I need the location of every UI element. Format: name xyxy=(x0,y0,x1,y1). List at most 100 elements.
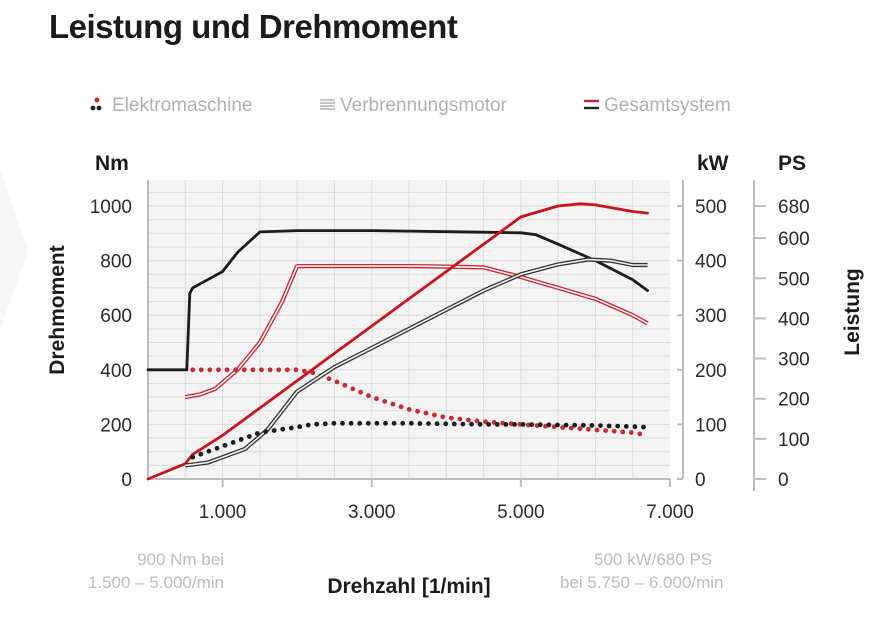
y-kw-tick-label: 500 xyxy=(695,197,727,218)
legend-item-1 xyxy=(90,97,102,111)
series-point xyxy=(529,422,535,427)
y-ps-tick-label: 680 xyxy=(778,197,810,218)
series-point xyxy=(628,430,634,435)
y-left-tick-label: 600 xyxy=(100,306,132,327)
series-point xyxy=(334,379,340,385)
series-point xyxy=(415,408,420,414)
series-point xyxy=(555,422,560,428)
series-point xyxy=(241,367,247,373)
series-point xyxy=(589,423,595,428)
note-right-line-1: 500 kW/680 PS xyxy=(594,550,713,569)
series-point xyxy=(474,418,480,424)
series-point xyxy=(434,421,440,427)
y-ps-tick-label: 500 xyxy=(778,269,810,290)
series-point xyxy=(374,420,380,426)
series-point xyxy=(350,386,356,392)
series-line-inner xyxy=(185,258,648,467)
y-left-label: Drehmoment xyxy=(46,245,69,375)
series-line-inner xyxy=(185,265,648,398)
series-point xyxy=(451,421,457,427)
series-point xyxy=(374,396,379,402)
x-tick-label: 1.000 xyxy=(199,502,247,523)
series-point xyxy=(224,367,230,373)
series-point xyxy=(637,431,643,437)
series-point xyxy=(598,423,603,428)
note-right-line-2: bei 5.750 – 6.000/min xyxy=(560,573,724,592)
y-kw-tick-label: 0 xyxy=(695,470,706,491)
y-left-tick-label: 1000 xyxy=(90,197,132,218)
series-point xyxy=(214,445,220,451)
y-ps-tick-label: 600 xyxy=(778,229,810,250)
series-point xyxy=(267,367,273,373)
y-kw-tick-label: 400 xyxy=(695,252,727,273)
series-line xyxy=(146,202,649,481)
y-kw-tick-label: 100 xyxy=(695,415,727,436)
series-point xyxy=(198,451,204,457)
series-point xyxy=(641,424,646,430)
x-tick-label: 7.000 xyxy=(646,502,694,523)
series-point xyxy=(477,421,483,427)
series-point xyxy=(348,420,354,426)
series-point xyxy=(520,422,526,427)
y-left-tick-label: 800 xyxy=(100,252,132,273)
x-tick-label: 5.000 xyxy=(497,502,545,523)
series-point xyxy=(603,428,608,433)
series-point xyxy=(365,420,371,426)
series-point xyxy=(572,422,578,428)
series-gesamt-power xyxy=(146,202,649,481)
series-point xyxy=(483,419,488,425)
y-ps-tick-label: 200 xyxy=(778,390,810,411)
series-point xyxy=(408,420,414,426)
series-point xyxy=(342,382,348,388)
series-point xyxy=(611,428,617,434)
series-point xyxy=(246,434,252,439)
note-left-line-2: 1.500 – 5.000/min xyxy=(87,573,224,592)
legend-label: Gesamtsystem xyxy=(604,95,731,116)
legend-marker-dot xyxy=(90,105,96,111)
series-point xyxy=(280,426,286,432)
series-point xyxy=(302,368,307,374)
note-left-line-1: 900 Nm bei xyxy=(137,550,224,569)
y-left-unit: Nm xyxy=(95,152,129,175)
series-point xyxy=(238,437,244,442)
series-point xyxy=(250,367,256,373)
y-ps-tick-label: 100 xyxy=(778,430,810,451)
series-point xyxy=(263,429,269,435)
series-point xyxy=(615,423,621,429)
series-point xyxy=(293,367,299,373)
y-kw-unit: kW xyxy=(697,152,729,175)
series-point xyxy=(222,442,228,448)
series-point xyxy=(417,421,423,426)
series-point xyxy=(460,421,466,427)
series-verbrennung-power xyxy=(185,257,648,468)
series-point xyxy=(440,414,446,420)
legend-item-3 xyxy=(584,99,599,110)
series-line xyxy=(146,229,649,372)
x-axis-label: Drehzahl [1/min] xyxy=(327,575,490,598)
series-point xyxy=(198,367,204,373)
series-point xyxy=(620,429,626,435)
series-point xyxy=(469,421,474,427)
series-point xyxy=(297,424,303,430)
series-point xyxy=(390,401,396,407)
y-ps-label: Leistung xyxy=(841,268,864,356)
legend-label: Elektromaschine xyxy=(112,95,252,116)
y-left-tick-label: 200 xyxy=(100,415,132,436)
series-point xyxy=(331,420,337,426)
series-point xyxy=(305,422,311,428)
series-point xyxy=(577,426,583,432)
series-point xyxy=(357,420,363,426)
series-point xyxy=(271,428,277,433)
series-point xyxy=(190,367,196,373)
series-point xyxy=(432,412,437,418)
series-point xyxy=(400,420,406,426)
series-point xyxy=(594,427,600,433)
x-tick-label: 3.000 xyxy=(348,502,396,523)
series-point xyxy=(216,367,221,373)
series-point xyxy=(457,416,463,422)
series-elektro-power xyxy=(190,420,646,460)
series-point xyxy=(512,422,517,427)
series-point xyxy=(391,420,397,426)
y-left-tick-label: 0 xyxy=(121,470,132,491)
